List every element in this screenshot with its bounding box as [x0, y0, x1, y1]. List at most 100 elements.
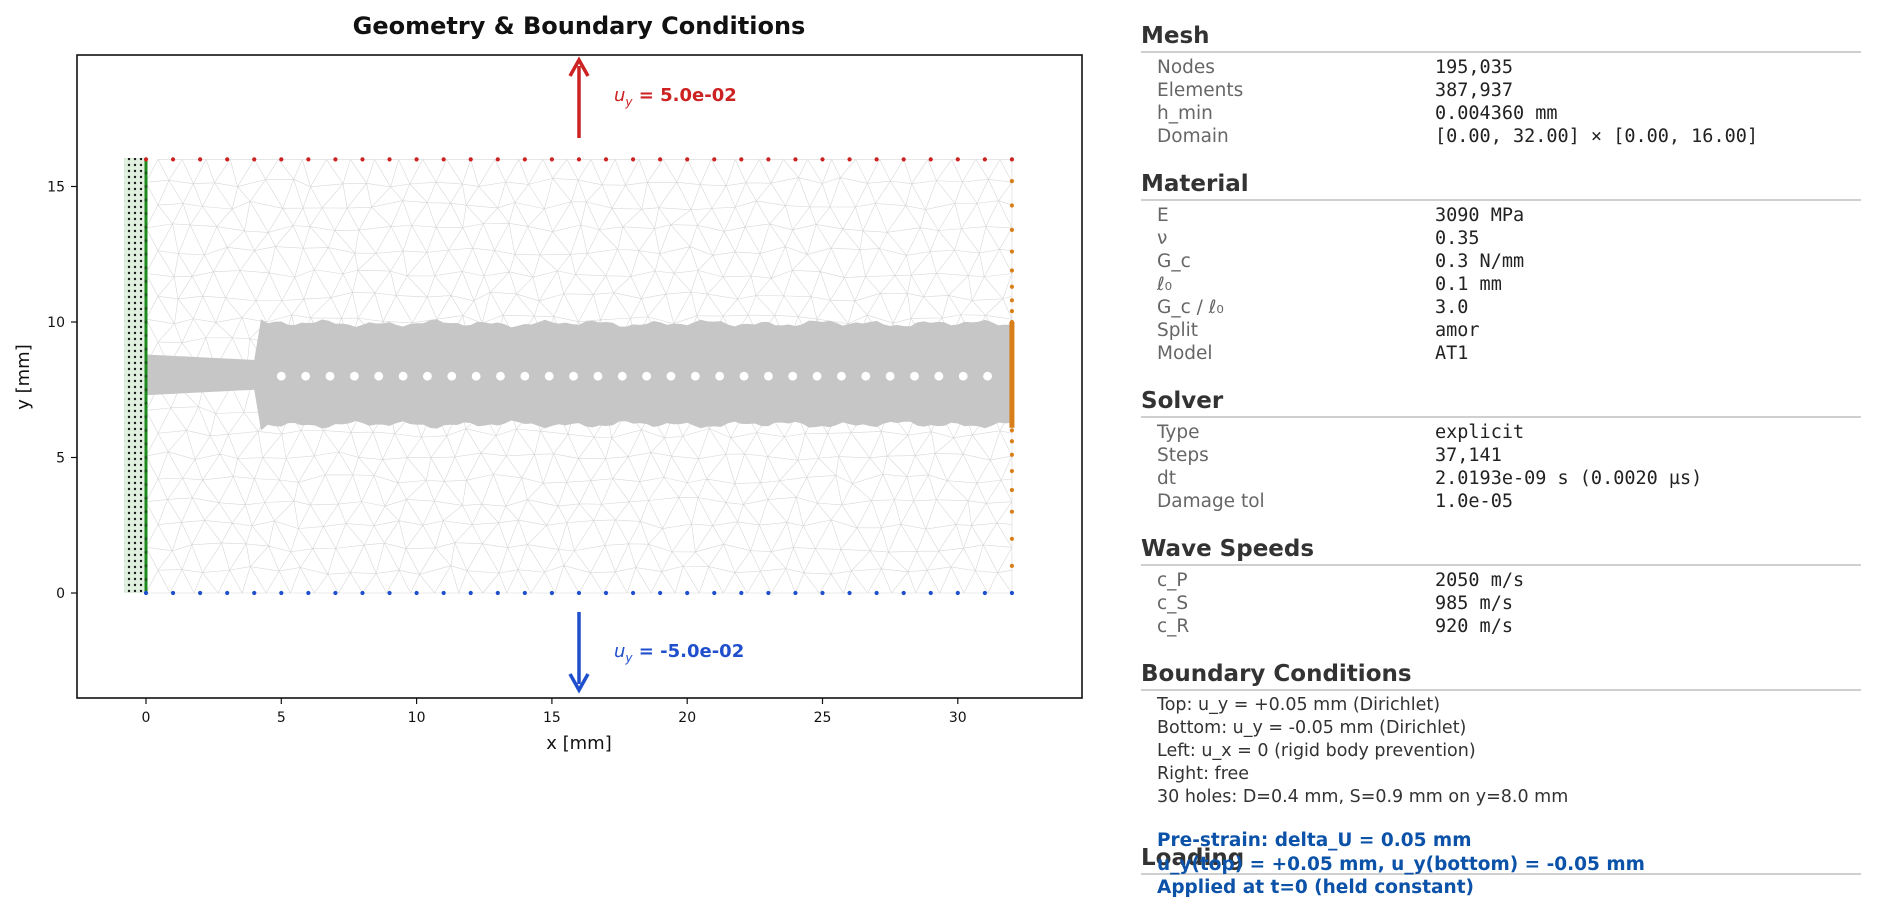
top-bc-node: [576, 157, 582, 162]
material-section-title: Material: [1141, 171, 1249, 197]
x-axis-label: x [mm]: [546, 733, 612, 754]
kv-value: 3090 MPa: [1435, 205, 1525, 226]
kv-value: explicit: [1435, 422, 1525, 443]
left-bc-node: [144, 415, 148, 419]
bottom-bc-node: [685, 590, 690, 596]
wave-speeds-section-title: Wave Speeds: [1141, 536, 1315, 562]
right-edge-node: [1009, 268, 1015, 273]
kv-label: Steps: [1157, 445, 1209, 466]
y-tick-label: 10: [47, 315, 65, 331]
top-bc-node: [143, 157, 149, 162]
kv-row: c_R 920 m/s: [1141, 615, 1861, 638]
bottom-bc-node: [1009, 590, 1015, 596]
hole: [423, 371, 432, 381]
kv-label: ν: [1157, 228, 1168, 249]
kv-row: dt 2.0193e-09 s (0.0020 µs): [1141, 467, 1861, 490]
bottom-bc-node: [522, 590, 527, 596]
x-tick-label: 0: [142, 710, 151, 726]
hole: [325, 371, 335, 381]
left-bc-node: [144, 306, 148, 311]
y-tick-label: 0: [56, 586, 65, 602]
bottom-bc-node: [360, 590, 365, 596]
kv-label: Model: [1157, 343, 1213, 364]
top-load-annotation: uy = 5.0e-02: [568, 56, 737, 138]
left-bc-node: [144, 388, 148, 392]
top-bc-node: [901, 157, 906, 162]
left-bc-node: [144, 293, 148, 297]
kv-row: c_P 2050 m/s: [1141, 569, 1861, 592]
top-bc-node: [414, 157, 419, 162]
kv-value: 387,937: [1435, 80, 1513, 101]
bottom-bc-node: [441, 590, 446, 596]
bottom-bc-node: [603, 590, 609, 596]
top-bc-node: [820, 157, 825, 162]
hole: [812, 371, 822, 381]
y-tick-label: 15: [47, 180, 65, 196]
divider: [1141, 564, 1861, 566]
left-bc-node: [144, 577, 148, 582]
solver-section: Solver Type explicit Steps 37,141 dt 2.0193…: [1141, 387, 1861, 513]
kv-row: Domain [0.00, 32.00] × [0.00, 16.00]: [1141, 125, 1861, 148]
kv-label: dt: [1157, 468, 1176, 489]
x-tick-label: 5: [277, 710, 286, 726]
hole: [934, 371, 944, 381]
hole: [763, 371, 773, 381]
bc-line: Top: u_y = +0.05 mm (Dirichlet): [1157, 695, 1441, 715]
top-load-arrowhead: [568, 56, 590, 77]
bottom-bc-node: [874, 590, 879, 596]
hole: [447, 371, 457, 381]
bottom-bc-node: [982, 590, 987, 596]
left-bc-node: [144, 320, 148, 324]
kv-label: h_min: [1157, 103, 1213, 124]
kv-label: E: [1157, 205, 1169, 226]
kv-label: Domain: [1157, 126, 1229, 147]
top-bc-node: [279, 157, 284, 162]
top-bc-node: [170, 157, 176, 162]
kv-value: 920 m/s: [1435, 616, 1513, 637]
holes: [276, 371, 992, 381]
left-bc-node: [144, 239, 148, 243]
loading-line: Applied at t=0 (held constant): [1157, 877, 1474, 898]
top-bc-node: [333, 157, 338, 162]
left-bc-node: [144, 347, 148, 351]
kv-value: 3.0: [1435, 297, 1469, 318]
kv-row: ν 0.35: [1141, 227, 1861, 250]
x-tick-label: 15: [543, 710, 561, 726]
kv-value: [0.00, 32.00] × [0.00, 16.00]: [1435, 126, 1759, 147]
bottom-bc-node: [630, 590, 636, 596]
left-bc-node: [144, 198, 148, 202]
bottom-bc-node: [333, 590, 338, 596]
right-edge-node: [1009, 509, 1015, 514]
kv-row: Steps 37,141: [1141, 444, 1861, 467]
bottom-bc-node: [712, 590, 717, 596]
top-bc-node: [306, 157, 311, 162]
plot-frame: [76, 54, 1083, 699]
divider: [1141, 51, 1861, 53]
hole: [837, 371, 846, 381]
right-edge-node: [1009, 439, 1015, 444]
top-bc-node: [1009, 157, 1015, 162]
bottom-bc-node: [198, 590, 203, 596]
kv-value: 2.0193e-09 s (0.0020 µs): [1435, 468, 1703, 489]
kv-label: Nodes: [1157, 57, 1215, 78]
right-edge-node: [1009, 428, 1015, 433]
bc-line: Right: free: [1157, 764, 1250, 784]
kv-value: 0.3 N/mm: [1435, 251, 1525, 272]
boundary-conditions-section-title: Boundary Conditions: [1141, 661, 1412, 687]
top-bc-node: [495, 157, 500, 162]
bottom-bc-node: [847, 590, 852, 596]
bottom-bc-node: [170, 590, 176, 596]
left-bc-node: [144, 333, 148, 338]
hole: [617, 371, 627, 381]
top-bc-node: [603, 157, 609, 162]
top-load-label: uy = 5.0e-02: [614, 85, 737, 109]
right-edge-node: [1009, 487, 1015, 493]
kv-value: AT1: [1435, 343, 1469, 364]
loading-section-title: Loading: [1141, 845, 1245, 871]
top-bc-node: [441, 157, 446, 162]
x-tick-label: 25: [814, 710, 832, 726]
right-edge-node: [1009, 284, 1015, 289]
boundary-markers: [143, 157, 1015, 596]
x-tick-label: 30: [949, 710, 967, 726]
bottom-bc-node: [793, 590, 798, 596]
